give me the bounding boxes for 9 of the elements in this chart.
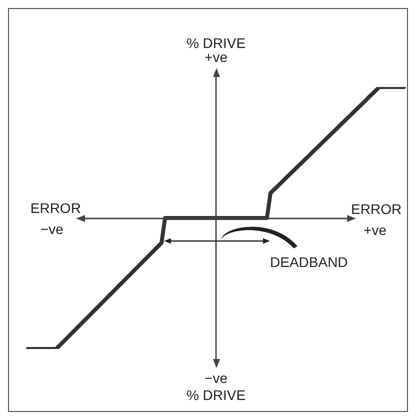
x-axis-title: ERROR [351,201,402,217]
annotation: DEADBAND [270,254,348,270]
y-axis-title: % DRIVE [186,35,246,52]
text: % DRIVE [186,386,246,403]
annotation: −ve [40,221,64,237]
text: −ve [204,370,228,386]
text: +ve [204,49,228,66]
annotation: ERROR [30,200,81,216]
annotation: +ve [364,222,387,238]
